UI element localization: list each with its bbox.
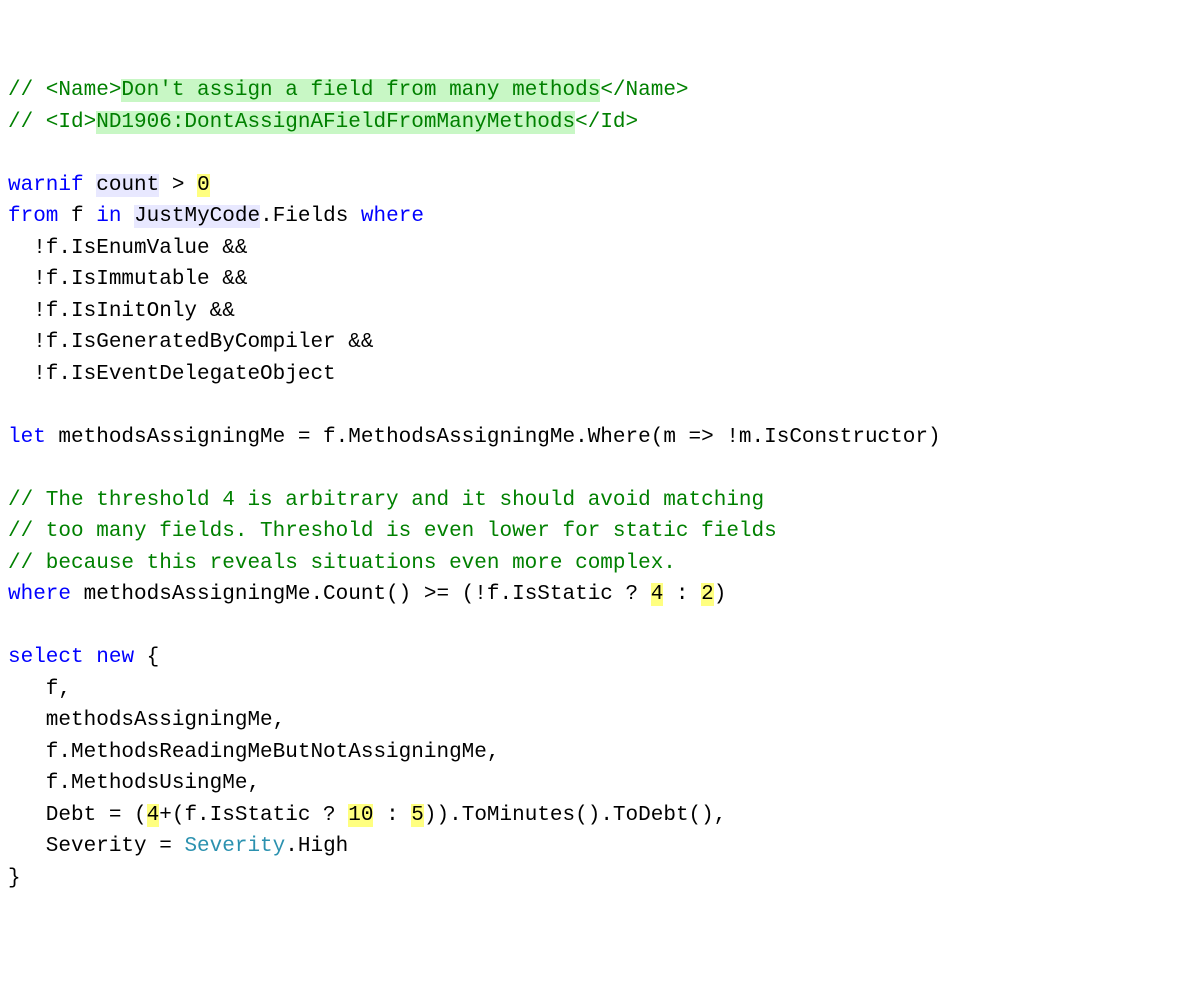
zero-literal: 0 — [197, 174, 210, 197]
code-text — [84, 174, 97, 197]
code-editor[interactable]: // <Name>Don't assign a field from many … — [8, 75, 1190, 894]
warnif-keyword: warnif — [8, 174, 84, 197]
from-keyword: from — [8, 205, 58, 228]
code-line: methodsAssigningMe, — [8, 709, 285, 732]
number-literal: 2 — [701, 583, 714, 606]
in-keyword: in — [96, 205, 121, 228]
code-line: f.MethodsReadingMeButNotAssigningMe, — [8, 741, 499, 764]
code-text: methodsAssigningMe.Count() >= (!f.IsStat… — [71, 583, 651, 606]
code-text: > — [159, 174, 197, 197]
code-line: f, — [8, 678, 71, 701]
new-keyword: new — [96, 646, 134, 669]
code-text — [84, 646, 97, 669]
code-text: : — [663, 583, 701, 606]
rule-name-text: Don't assign a field from many methods — [121, 79, 600, 102]
code-line: !f.IsInitOnly && — [8, 300, 235, 323]
code-text: methodsAssigningMe = f.MethodsAssigningM… — [46, 426, 941, 449]
code-text: Severity = — [8, 835, 184, 858]
number-literal: 4 — [651, 583, 664, 606]
code-line: !f.IsEnumValue && — [8, 237, 247, 260]
code-text: .High — [285, 835, 348, 858]
comment-id-close: </Id> — [575, 111, 638, 134]
comment-name-open: // <Name> — [8, 79, 121, 102]
comment-line: // because this reveals situations even … — [8, 552, 676, 575]
where-keyword: where — [361, 205, 424, 228]
code-line: f.MethodsUsingMe, — [8, 772, 260, 795]
code-line: !f.IsGeneratedByCompiler && — [8, 331, 373, 354]
number-literal: 4 — [147, 804, 160, 827]
code-text: : — [373, 804, 411, 827]
justmycode-variable: JustMyCode — [134, 205, 260, 228]
code-text: )).ToMinutes().ToDebt(), — [424, 804, 726, 827]
count-variable: count — [96, 174, 159, 197]
code-line: !f.IsImmutable && — [8, 268, 247, 291]
code-line: !f.IsEventDelegateObject — [8, 363, 336, 386]
code-text: f — [58, 205, 96, 228]
code-text: Debt = ( — [8, 804, 147, 827]
code-text: .Fields — [260, 205, 361, 228]
code-text: { — [134, 646, 172, 669]
comment-id-open: // <Id> — [8, 111, 96, 134]
comment-name-close: </Name> — [600, 79, 688, 102]
select-keyword: select — [8, 646, 84, 669]
number-literal: 5 — [411, 804, 424, 827]
number-literal: 10 — [348, 804, 373, 827]
code-text — [121, 205, 134, 228]
let-keyword: let — [8, 426, 46, 449]
comment-line: // too many fields. Threshold is even lo… — [8, 520, 777, 543]
severity-type: Severity — [184, 835, 285, 858]
rule-id-text: ND1906:DontAssignAFieldFromManyMethods — [96, 111, 575, 134]
comment-line: // The threshold 4 is arbitrary and it s… — [8, 489, 777, 512]
where-keyword: where — [8, 583, 71, 606]
code-text: ) — [714, 583, 727, 606]
code-line: } — [8, 867, 21, 890]
code-text: +(f.IsStatic ? — [159, 804, 348, 827]
